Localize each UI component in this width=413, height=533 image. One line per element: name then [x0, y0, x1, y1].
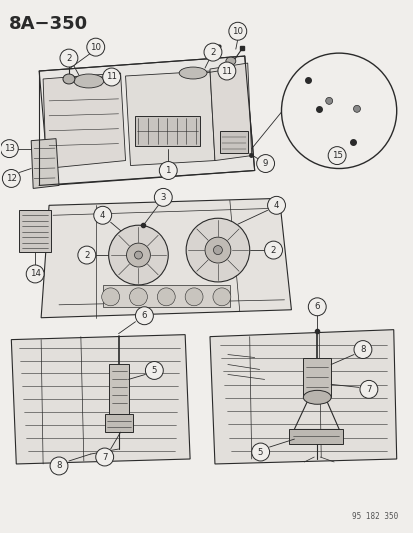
Text: 2: 2: [66, 54, 71, 62]
Polygon shape: [39, 56, 254, 185]
FancyBboxPatch shape: [135, 116, 199, 146]
Polygon shape: [11, 335, 190, 464]
Circle shape: [60, 49, 78, 67]
Circle shape: [328, 147, 345, 165]
Text: 95 182 350: 95 182 350: [351, 512, 398, 521]
Circle shape: [213, 246, 222, 255]
Circle shape: [308, 298, 325, 316]
Circle shape: [102, 68, 120, 86]
Polygon shape: [31, 139, 59, 188]
Circle shape: [204, 43, 221, 61]
Text: 8: 8: [56, 462, 62, 471]
Circle shape: [134, 251, 142, 259]
Circle shape: [353, 341, 371, 359]
Circle shape: [93, 206, 112, 224]
Circle shape: [185, 288, 202, 306]
Ellipse shape: [74, 74, 103, 88]
Text: 10: 10: [232, 27, 243, 36]
Text: 2: 2: [210, 47, 215, 56]
Circle shape: [228, 22, 246, 40]
Circle shape: [0, 140, 18, 158]
Text: 12: 12: [6, 174, 17, 183]
Circle shape: [325, 98, 332, 104]
Text: 6: 6: [314, 302, 319, 311]
Text: 8A−350: 8A−350: [9, 15, 88, 34]
Circle shape: [256, 155, 274, 173]
Text: 7: 7: [102, 453, 107, 462]
Circle shape: [26, 265, 44, 283]
Polygon shape: [43, 73, 125, 168]
Polygon shape: [209, 63, 251, 160]
Ellipse shape: [225, 57, 235, 65]
Circle shape: [78, 246, 95, 264]
FancyBboxPatch shape: [303, 358, 330, 397]
Circle shape: [204, 237, 230, 263]
Text: 11: 11: [106, 72, 117, 82]
Circle shape: [267, 196, 285, 214]
Ellipse shape: [303, 390, 330, 404]
Text: 2: 2: [270, 246, 275, 255]
Circle shape: [159, 161, 177, 180]
Text: 8: 8: [359, 345, 365, 354]
Ellipse shape: [179, 67, 206, 79]
Circle shape: [212, 288, 230, 306]
Text: 13: 13: [4, 144, 15, 153]
Circle shape: [217, 62, 235, 80]
Circle shape: [359, 381, 377, 398]
Circle shape: [264, 241, 282, 259]
Text: 14: 14: [30, 270, 40, 278]
FancyBboxPatch shape: [219, 131, 247, 152]
Circle shape: [154, 188, 172, 206]
Polygon shape: [41, 198, 291, 318]
Circle shape: [135, 307, 153, 325]
Circle shape: [186, 218, 249, 282]
Circle shape: [2, 169, 20, 188]
Circle shape: [251, 443, 269, 461]
Text: 15: 15: [331, 151, 342, 160]
Circle shape: [281, 53, 396, 168]
Polygon shape: [125, 71, 214, 166]
Circle shape: [126, 243, 150, 267]
Text: 4: 4: [100, 211, 105, 220]
Circle shape: [87, 38, 104, 56]
Text: 1: 1: [165, 166, 171, 175]
Text: 5: 5: [257, 448, 263, 457]
FancyBboxPatch shape: [102, 285, 229, 307]
Ellipse shape: [63, 74, 75, 84]
Circle shape: [95, 448, 113, 466]
FancyBboxPatch shape: [19, 211, 51, 252]
Text: 2: 2: [84, 251, 89, 260]
Text: 4: 4: [273, 201, 279, 210]
FancyBboxPatch shape: [108, 365, 128, 414]
FancyBboxPatch shape: [289, 429, 342, 444]
Text: 5: 5: [151, 366, 157, 375]
Circle shape: [108, 225, 168, 285]
Text: 11: 11: [221, 67, 232, 76]
Circle shape: [102, 288, 119, 306]
Circle shape: [50, 457, 68, 475]
FancyBboxPatch shape: [104, 414, 132, 432]
Text: 7: 7: [365, 385, 371, 394]
Circle shape: [129, 288, 147, 306]
Text: 9: 9: [262, 159, 268, 168]
Polygon shape: [209, 330, 396, 464]
Circle shape: [353, 106, 360, 112]
Circle shape: [145, 361, 163, 379]
Text: 6: 6: [141, 311, 147, 320]
Circle shape: [157, 288, 175, 306]
Text: 10: 10: [90, 43, 101, 52]
Text: 3: 3: [160, 193, 166, 202]
